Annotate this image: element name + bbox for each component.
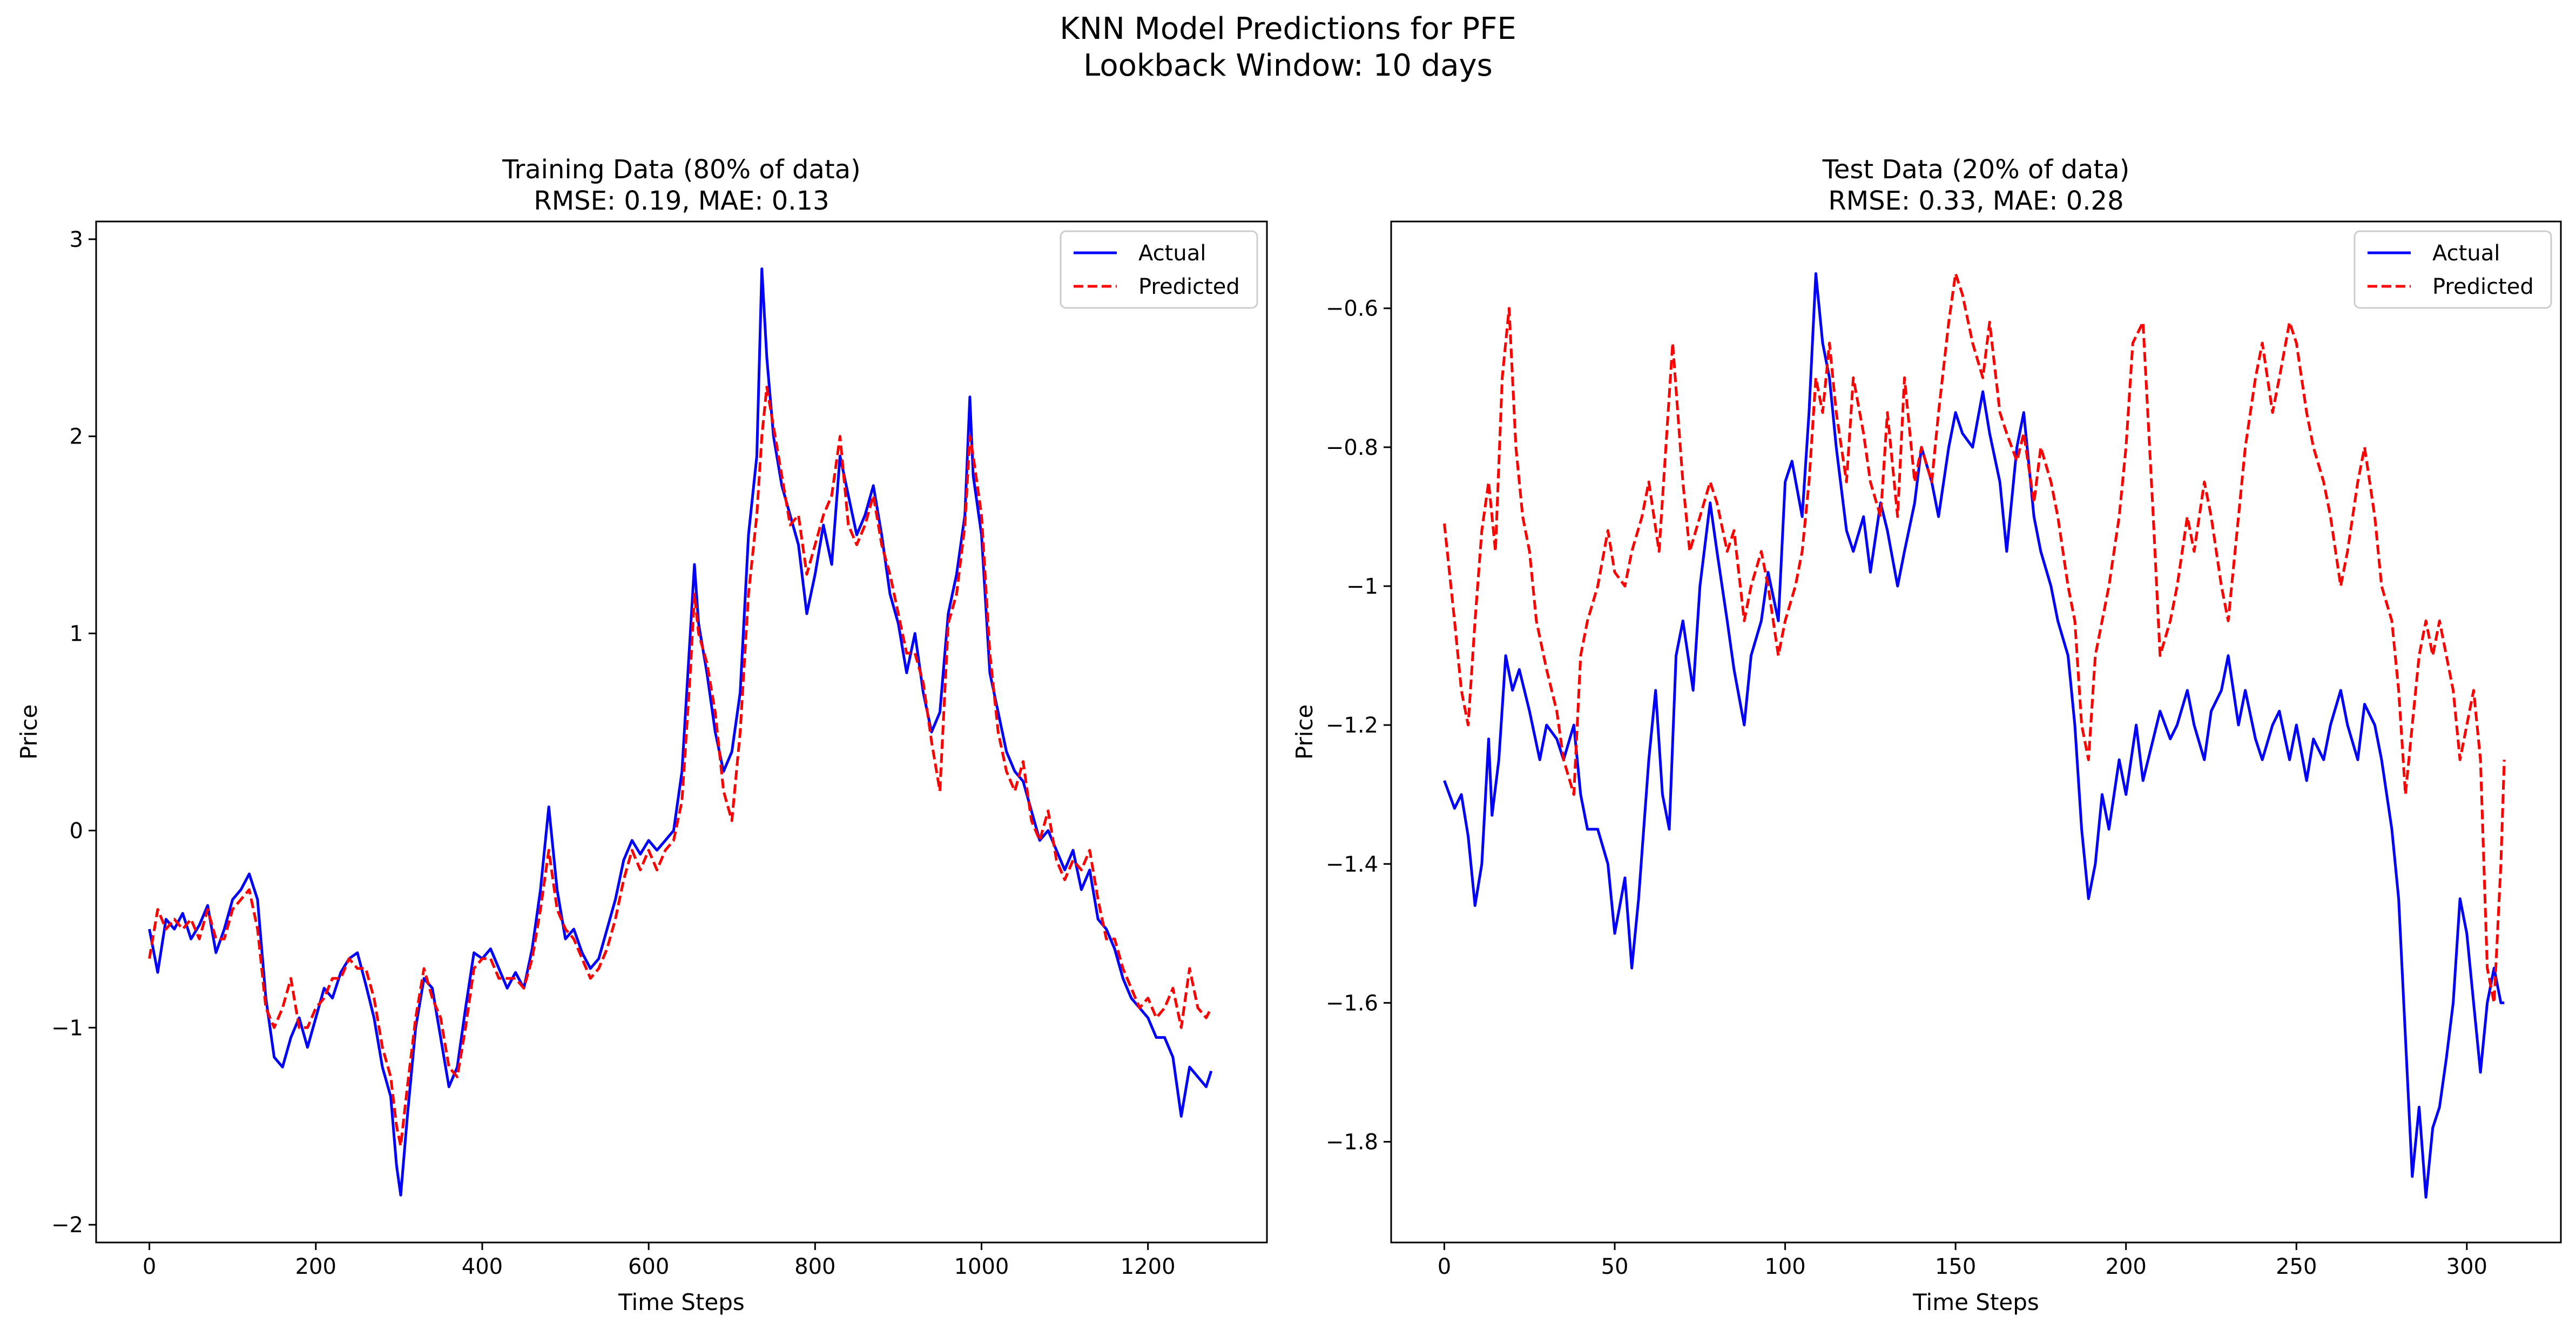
training-x-tick-label: 1000 bbox=[954, 1254, 1009, 1279]
test-x-tick-label: 200 bbox=[2106, 1254, 2147, 1279]
training-panel-legend: Actual Predicted bbox=[1060, 230, 1258, 309]
training-panel-title-line-2: RMSE: 0.19, MAE: 0.13 bbox=[534, 186, 829, 216]
test-y-tick-label: −1.6 bbox=[1326, 991, 1378, 1016]
test-panel-series bbox=[1443, 272, 2506, 1199]
test-legend-actual-label: Actual bbox=[2432, 241, 2500, 266]
training-x-tick-label: 600 bbox=[628, 1254, 669, 1279]
test-x-tick-label: 300 bbox=[2446, 1254, 2487, 1279]
test-panel-ticks: 0 50 100 150 200 250 300 −1.8 −1.6 −1.4 −1.2 −1 −0.8… bbox=[1326, 297, 2487, 1279]
training-panel-series bbox=[148, 267, 1213, 1197]
test-legend-box bbox=[2354, 230, 2552, 309]
test-panel-y-axis-label: Price bbox=[1291, 704, 1318, 760]
training-x-tick-label: 0 bbox=[143, 1254, 156, 1279]
test-x-tick-label: 150 bbox=[1935, 1254, 1976, 1279]
test-x-tick-label: 0 bbox=[1438, 1254, 1451, 1279]
training-panel-title-line-1: Training Data (80% of data) bbox=[502, 155, 861, 185]
test-panel-title-line-1: Test Data (20% of data) bbox=[1822, 155, 2130, 185]
test-x-tick-label: 250 bbox=[2276, 1254, 2317, 1279]
test-y-tick-label: −1.4 bbox=[1326, 852, 1378, 877]
training-series-actual-line bbox=[148, 267, 1213, 1197]
training-legend-actual-label: Actual bbox=[1138, 241, 1206, 266]
training-x-tick-label: 200 bbox=[295, 1254, 336, 1279]
training-panel: Training Data (80% of data) RMSE: 0.19, … bbox=[16, 155, 1268, 1315]
training-y-tick-label: 1 bbox=[70, 622, 83, 647]
training-panel-x-axis-label: Time Steps bbox=[618, 1289, 745, 1315]
test-series-predicted-line bbox=[1443, 272, 2506, 1004]
test-x-tick-label: 50 bbox=[1601, 1254, 1629, 1279]
test-y-tick-label: −1.2 bbox=[1326, 713, 1378, 738]
training-panel-y-axis-label: Price bbox=[16, 704, 42, 760]
training-panel-ticks: 0 200 400 600 800 1000 1200 −2 −1 0 1 2 3 bbox=[51, 227, 1176, 1279]
training-panel-frame bbox=[95, 220, 1268, 1244]
training-x-tick-label: 800 bbox=[794, 1254, 835, 1279]
test-y-tick-label: −1.8 bbox=[1326, 1130, 1378, 1155]
training-y-tick-label: 0 bbox=[70, 818, 83, 843]
training-legend-predicted-label: Predicted bbox=[1138, 274, 1240, 299]
test-panel-frame bbox=[1390, 220, 2562, 1244]
test-y-tick-label: −1 bbox=[1346, 574, 1378, 599]
figure-title-line-2: Lookback Window: 10 days bbox=[1083, 48, 1493, 83]
test-panel-x-axis-label: Time Steps bbox=[1912, 1289, 2039, 1315]
training-x-tick-label: 1200 bbox=[1121, 1254, 1176, 1279]
test-panel-title-line-2: RMSE: 0.33, MAE: 0.28 bbox=[1828, 186, 2123, 216]
training-legend-box bbox=[1060, 230, 1258, 309]
training-y-tick-label: 2 bbox=[70, 425, 83, 449]
test-panel: Test Data (20% of data) RMSE: 0.33, MAE:… bbox=[1291, 155, 2562, 1315]
test-legend-predicted-label: Predicted bbox=[2432, 274, 2534, 299]
test-panel-legend: Actual Predicted bbox=[2354, 230, 2552, 309]
test-x-tick-label: 100 bbox=[1764, 1254, 1805, 1279]
training-y-tick-label: 3 bbox=[70, 227, 83, 252]
figure-title-line-1: KNN Model Predictions for PFE bbox=[1060, 11, 1516, 46]
training-series-predicted-line bbox=[148, 386, 1213, 1147]
training-y-tick-label: −1 bbox=[51, 1016, 83, 1040]
test-series-actual-line bbox=[1443, 272, 2505, 1199]
training-y-tick-label: −2 bbox=[51, 1213, 83, 1238]
test-y-tick-label: −0.8 bbox=[1326, 435, 1378, 460]
training-x-tick-label: 400 bbox=[462, 1254, 503, 1279]
test-y-tick-label: −0.6 bbox=[1326, 297, 1378, 321]
